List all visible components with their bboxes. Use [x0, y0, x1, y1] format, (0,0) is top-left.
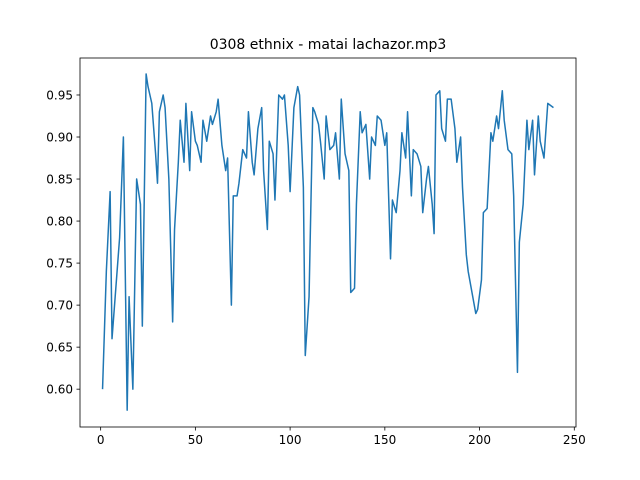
y-tick-label: 0.95: [46, 88, 73, 102]
y-tick-label: 0.70: [46, 299, 73, 313]
chart-title: 0308 ethnix - matai lachazor.mp3: [210, 37, 447, 53]
y-tick-label: 0.90: [46, 131, 73, 145]
x-tick-label: 200: [468, 433, 491, 447]
y-tick-label: 0.75: [46, 257, 73, 271]
x-tick-label: 150: [373, 433, 396, 447]
y-tick-label: 0.65: [46, 341, 73, 355]
plot-frame: [79, 57, 577, 428]
y-tick-label: 0.60: [46, 383, 73, 397]
y-tick-label: 0.80: [46, 215, 73, 229]
data-line: [101, 73, 554, 411]
y-tick-label: 0.85: [46, 173, 73, 187]
x-tick-label: 50: [188, 433, 203, 447]
x-tick-label: 250: [563, 433, 586, 447]
x-tick-label: 100: [279, 433, 302, 447]
x-tick-label: 0: [97, 433, 105, 447]
